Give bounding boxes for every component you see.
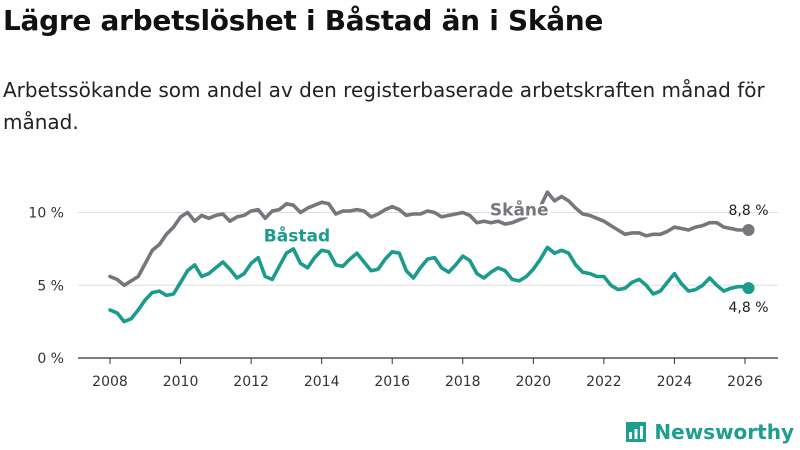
newsworthy-icon (626, 422, 647, 442)
y-tick-label: 0 % (37, 351, 64, 367)
series-label: Skåne (490, 198, 549, 220)
page-title: Lägre arbetslöshet i Båstad än i Skåne (3, 4, 604, 37)
x-tick-label: 2008 (92, 374, 128, 390)
x-tick-label: 2018 (445, 374, 481, 390)
y-tick-label: 10 % (28, 206, 64, 222)
series-end-label: 8,8 % (729, 203, 769, 219)
x-tick-label: 2026 (727, 374, 763, 390)
brand-logo: Newsworthy (624, 420, 794, 444)
series-line-bstad (108, 245, 751, 324)
brand-name: Newsworthy (654, 420, 794, 444)
x-tick-label: 2024 (657, 374, 693, 390)
series-line-skne (108, 190, 751, 288)
x-tick-label: 2012 (233, 374, 269, 390)
series-end-dot (742, 282, 755, 295)
series-end-label: 4,8 % (729, 300, 769, 316)
x-tick-label: 2020 (516, 374, 552, 390)
series-label: Båstad (264, 225, 330, 247)
series-end-dot (742, 223, 755, 236)
y-tick-label: 5 % (37, 278, 64, 294)
x-tick-label: 2016 (374, 374, 410, 390)
x-tick-label: 2010 (163, 374, 199, 390)
page-subtitle: Arbetssökande som andel av den registerb… (3, 78, 765, 134)
x-tick-label: 2014 (304, 374, 340, 390)
x-tick-label: 2022 (586, 374, 622, 390)
